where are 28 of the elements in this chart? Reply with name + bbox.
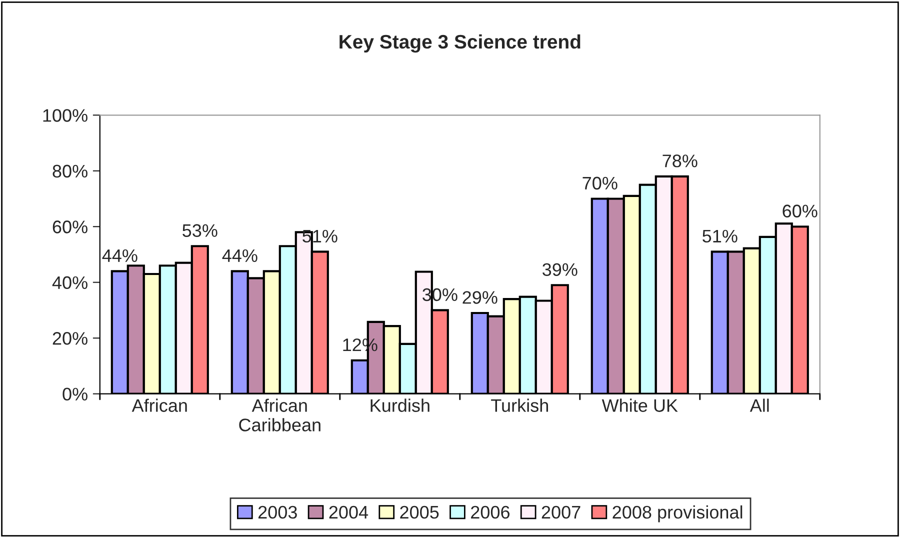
x-tick-label: Turkish bbox=[491, 398, 548, 412]
x-tick-label: African Caribbean bbox=[239, 398, 320, 432]
y-tick-label: 20% bbox=[52, 332, 88, 345]
chart-title: Key Stage 3 Science trend bbox=[340, 34, 580, 53]
x-tick-label: White UK bbox=[602, 398, 678, 412]
data-label: 78% bbox=[662, 154, 698, 168]
legend-label: 2008 provisional bbox=[612, 505, 742, 522]
y-tick-label: 0% bbox=[62, 388, 88, 401]
data-label: 39% bbox=[542, 263, 578, 276]
data-label: 44% bbox=[222, 249, 258, 262]
data-label: 70% bbox=[582, 176, 618, 190]
data-label: 60% bbox=[782, 204, 818, 218]
y-tick-label: 80% bbox=[52, 164, 88, 178]
data-label: 44% bbox=[102, 249, 138, 262]
y-tick-label: 40% bbox=[52, 276, 88, 290]
legend-label: 2007 bbox=[542, 506, 580, 519]
legend-label: 2005 bbox=[400, 506, 439, 519]
data-label: 29% bbox=[462, 291, 498, 304]
legend-label: 2006 bbox=[471, 506, 510, 519]
x-tick-label: All bbox=[750, 398, 769, 412]
legend-label: 2003 bbox=[258, 506, 297, 519]
y-tick-label: 100% bbox=[43, 109, 88, 122]
data-label: 51% bbox=[702, 230, 738, 243]
x-tick-label: Kurdish bbox=[370, 398, 430, 412]
y-tick-label: 60% bbox=[52, 220, 88, 234]
data-label: 53% bbox=[182, 224, 218, 237]
x-tick-label: African bbox=[132, 398, 187, 412]
legend-label: 2004 bbox=[329, 506, 368, 519]
